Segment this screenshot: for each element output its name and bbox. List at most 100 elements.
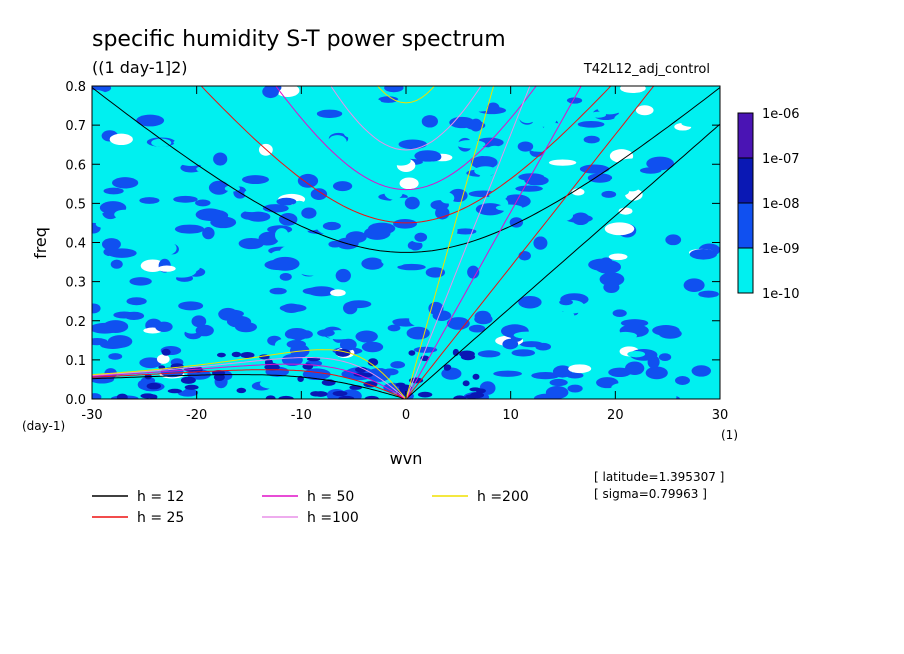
x-tick-label: -30 <box>81 408 102 423</box>
field-blob <box>597 101 622 115</box>
field-blob-dark <box>149 394 158 399</box>
field-blob <box>313 277 340 286</box>
field-blob <box>279 272 292 281</box>
field-blob <box>361 341 384 353</box>
field-blob <box>670 92 700 99</box>
field-blob <box>474 247 500 258</box>
field-blob <box>378 96 399 103</box>
field-blob-dark <box>310 391 322 397</box>
field-blob <box>511 349 536 357</box>
field-blob <box>566 372 584 379</box>
field-blob <box>173 195 198 203</box>
field-blob <box>123 166 143 177</box>
field-blob <box>364 162 381 170</box>
field-blob <box>310 188 328 201</box>
field-blob <box>478 172 492 186</box>
field-blob <box>621 337 646 347</box>
colorbar-label: 1e-08 <box>762 197 800 212</box>
field-blob <box>149 228 164 241</box>
field-blob <box>670 171 698 184</box>
field-blob <box>577 121 605 128</box>
field-blob <box>276 197 297 206</box>
field-blob-dark <box>469 387 481 392</box>
field-blob <box>533 236 548 250</box>
field-blob-dark <box>459 350 475 358</box>
field-blob <box>590 111 607 118</box>
dispersion-curve <box>92 374 407 399</box>
field-blob <box>135 162 151 169</box>
field-blob <box>560 225 581 238</box>
field-blob <box>464 102 493 112</box>
field-blob <box>286 339 306 349</box>
field-blob <box>140 86 163 92</box>
field-blob <box>630 309 651 319</box>
field-blob <box>554 209 574 222</box>
field-blob <box>549 378 568 387</box>
field-blob <box>276 180 290 191</box>
field-blob <box>255 269 269 279</box>
field-blob <box>590 395 610 399</box>
field-blob <box>567 171 581 179</box>
field-blob <box>489 189 508 201</box>
field-blob <box>706 323 720 336</box>
field-blob <box>102 320 129 333</box>
field-blobs <box>92 86 720 399</box>
field-blob <box>568 364 592 374</box>
field-blob <box>420 171 438 184</box>
field-blob <box>339 338 357 351</box>
field-blob <box>239 86 260 97</box>
field-blob <box>202 227 215 240</box>
field-blob <box>195 324 214 337</box>
field-blob <box>316 109 343 118</box>
field-blob <box>238 167 258 176</box>
field-blob-dark <box>265 395 276 399</box>
field-blob <box>166 202 196 213</box>
field-blob <box>475 203 505 216</box>
field-blob <box>139 357 162 369</box>
colorbar-swatch <box>737 247 754 294</box>
field-blob <box>689 248 718 260</box>
field-blob <box>681 119 709 128</box>
y-tick-label: 0.1 <box>65 354 86 369</box>
field-blob <box>393 218 417 229</box>
field-blob-dark <box>364 395 379 399</box>
field-blob <box>588 86 611 96</box>
field-blob <box>238 219 253 227</box>
field-blob <box>322 221 341 231</box>
field-blob <box>634 125 654 139</box>
field-blob <box>518 109 537 124</box>
field-blob <box>335 268 351 283</box>
field-blob <box>341 113 369 126</box>
field-blob <box>474 166 497 176</box>
field-blob-dark <box>362 372 373 378</box>
field-blob-dark <box>180 376 196 384</box>
colorbar-label: 1e-07 <box>762 152 800 167</box>
field-blob <box>467 265 480 279</box>
colorbar-swatch <box>737 157 754 204</box>
field-blob <box>646 156 675 171</box>
field-blob <box>699 172 715 186</box>
field-blob-dark <box>184 384 199 390</box>
colorbar-swatch <box>737 112 754 159</box>
field-blob <box>238 237 264 250</box>
field-blob-dark <box>367 358 379 367</box>
field-blob <box>301 207 317 219</box>
field-blob <box>368 99 382 107</box>
field-blob <box>421 88 442 100</box>
field-blob <box>665 234 682 246</box>
field-blob <box>95 220 113 228</box>
field-blob <box>620 86 646 93</box>
field-blob <box>622 178 641 192</box>
field-blob <box>156 354 170 364</box>
dispersion-curve <box>377 86 435 104</box>
field-blob <box>502 338 519 350</box>
field-blob <box>428 301 444 315</box>
field-blob <box>264 119 287 134</box>
field-blob <box>242 175 269 185</box>
field-blob <box>317 329 335 337</box>
dispersion-curve <box>405 86 655 399</box>
field-blob <box>614 113 633 125</box>
x-unit-label: (1) <box>721 428 738 442</box>
field-blob <box>384 86 404 93</box>
field-blob <box>443 223 458 238</box>
